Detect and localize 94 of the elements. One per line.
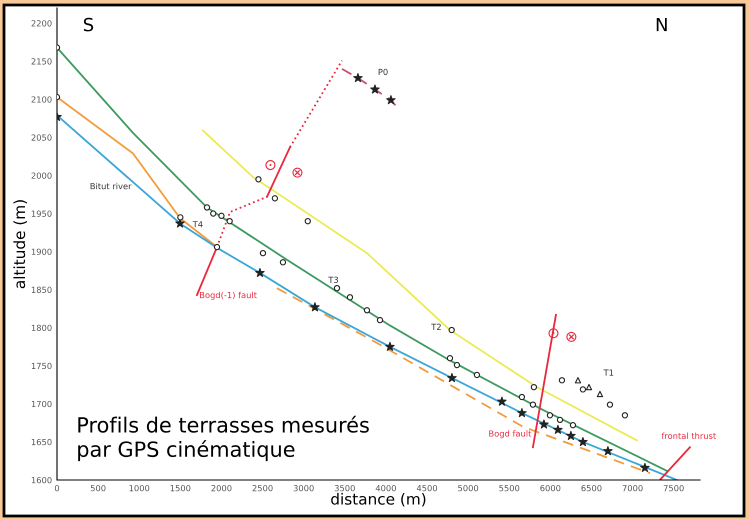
x-tick-label: 6500 — [581, 485, 602, 492]
point — [255, 176, 262, 182]
x-axis-title: distance (m) — [331, 492, 426, 507]
annotation: T1 — [604, 370, 614, 376]
point — [517, 408, 527, 418]
y-tick-label: 1750 — [32, 362, 52, 370]
point — [353, 73, 363, 82]
x-tick-label: 3500 — [334, 485, 355, 492]
point — [280, 259, 286, 266]
y-tick-label: 1650 — [32, 438, 52, 446]
point — [640, 462, 650, 472]
x-tick-label: 4500 — [416, 485, 438, 492]
point — [204, 204, 210, 211]
point — [558, 377, 566, 384]
point — [580, 386, 586, 393]
point — [556, 416, 564, 424]
point — [570, 422, 576, 428]
point — [586, 384, 592, 390]
y-tick-label: 1950 — [32, 210, 52, 217]
y-tick-label: 2150 — [32, 58, 52, 65]
annotation: T4 — [192, 221, 203, 228]
point — [530, 384, 538, 390]
point — [596, 390, 604, 398]
point — [578, 436, 588, 446]
point — [386, 95, 396, 104]
point — [530, 401, 536, 408]
annotation: ⊙ — [265, 160, 276, 170]
y-tick-label: 2200 — [32, 20, 52, 27]
x-tick-label: 1000 — [130, 485, 150, 492]
point — [177, 214, 184, 221]
point — [606, 401, 614, 408]
point — [304, 218, 311, 224]
x-tick-label: 5000 — [458, 485, 478, 492]
point — [448, 326, 455, 334]
point — [553, 424, 563, 434]
annotation: Profils de terrasses mesurés par GPS cinématique — [78, 416, 369, 462]
point — [622, 412, 628, 418]
annotation: Bogd(-1) fault — [200, 292, 257, 300]
point — [518, 394, 526, 400]
point — [175, 218, 185, 228]
point — [497, 396, 507, 406]
annotation: ⊗ — [566, 332, 576, 342]
x-tick-label: 4000 — [376, 485, 396, 492]
point — [566, 430, 576, 440]
x-tick-label: 2000 — [211, 485, 232, 492]
point — [474, 372, 480, 378]
annotation: N — [656, 18, 667, 32]
x-tick-label: 3000 — [294, 485, 314, 492]
y-tick-label: 2050 — [32, 134, 52, 141]
x-tick-label: 1500 — [170, 485, 190, 492]
point — [454, 362, 460, 368]
point — [334, 285, 340, 292]
y-tick-label: 1600 — [32, 476, 52, 484]
x-tick-label: 7500 — [664, 485, 684, 492]
y-tick-label: 1700 — [32, 400, 52, 408]
annotation: Bitut river — [90, 182, 132, 190]
point — [214, 244, 220, 250]
annotation: ⊗ — [292, 168, 302, 178]
point — [218, 212, 225, 219]
point — [539, 419, 549, 429]
x-tick-label: 500 — [90, 485, 106, 492]
point — [255, 268, 265, 278]
point — [364, 307, 370, 314]
point — [346, 294, 354, 300]
point — [446, 355, 454, 362]
x-tick-label: 6000 — [540, 485, 560, 492]
point — [226, 218, 233, 224]
point — [376, 316, 384, 324]
x-tick-label: 0 — [54, 485, 60, 492]
point — [447, 373, 457, 382]
y-tick-label: 1800 — [32, 324, 52, 332]
point — [603, 446, 613, 456]
point — [310, 302, 320, 312]
annotation: T2 — [431, 324, 441, 330]
point — [370, 84, 380, 94]
point — [574, 377, 582, 384]
x-tick-label: 2500 — [252, 485, 273, 492]
annotation: P0 — [378, 68, 388, 76]
point — [546, 412, 554, 418]
x-tick-label: 7000 — [622, 485, 643, 492]
annotation: frontal thrust — [662, 432, 716, 439]
y-tick-label: 2100 — [32, 96, 52, 103]
x-tick-label: 5500 — [499, 485, 520, 492]
annotation: T3 — [328, 276, 338, 283]
point — [272, 195, 278, 202]
annotation: S — [84, 18, 94, 32]
annotation: Bogd fault — [489, 430, 532, 438]
y-axis-title: altitude (m) — [13, 200, 27, 288]
y-tick-label: 1850 — [32, 286, 52, 293]
y-tick-label: 1900 — [32, 248, 52, 255]
point — [385, 342, 395, 351]
y-tick-label: 2000 — [32, 172, 52, 179]
point — [260, 250, 266, 256]
point — [210, 210, 216, 217]
